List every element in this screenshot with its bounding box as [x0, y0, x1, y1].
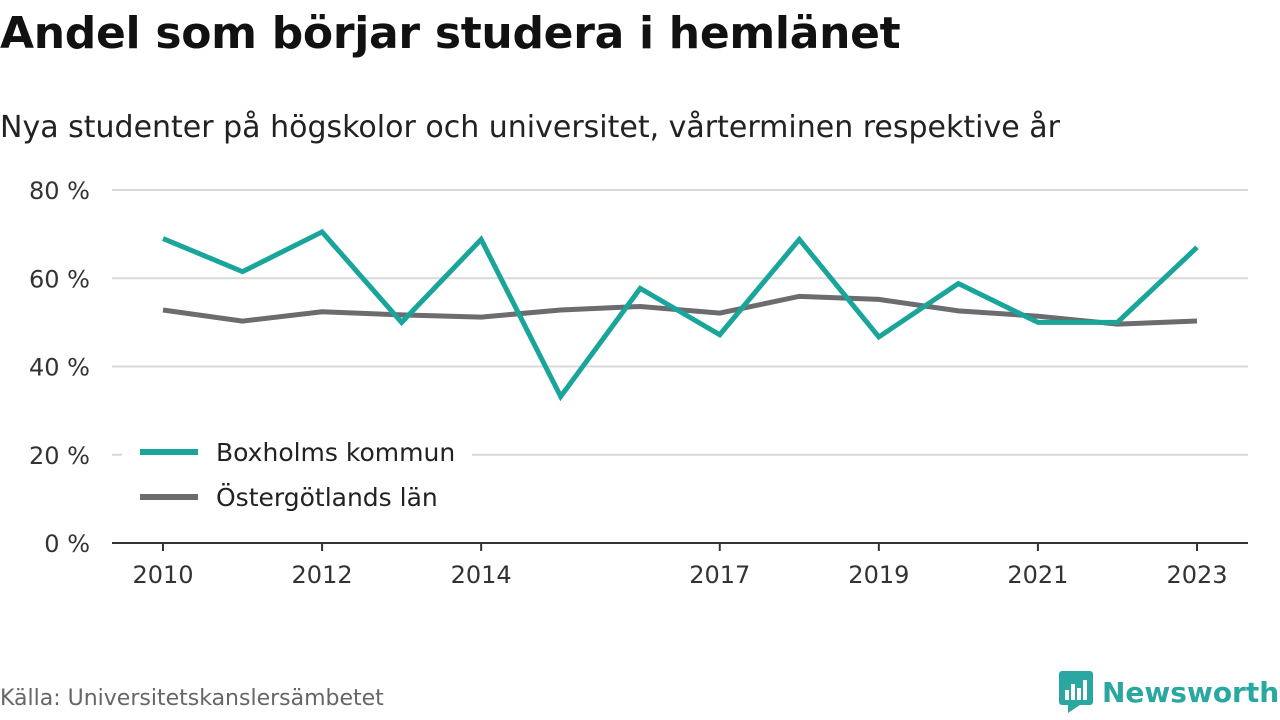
legend-label: Östergötlands län: [216, 483, 438, 512]
source-note: Källa: Universitetskanslersämbetet: [0, 686, 384, 711]
y-axis-tick-labels: 0 % 20 % 40 % 60 % 80 %: [29, 177, 90, 558]
y-tick-label: 80 %: [29, 177, 90, 205]
x-tick-label: 2017: [689, 561, 750, 589]
y-tick-label: 60 %: [29, 265, 90, 293]
x-tick-label: 2021: [1007, 561, 1068, 589]
newsworthy-logo-icon: [1059, 671, 1093, 713]
y-tick-label: 20 %: [29, 442, 90, 470]
legend: Boxholms kommun Östergötlands län: [122, 430, 472, 526]
y-tick-label: 0 %: [44, 530, 90, 558]
x-axis: 2010 2012 2014 2017 2019 2021 2023: [112, 542, 1248, 589]
legend-background: [122, 430, 472, 526]
y-tick-label: 40 %: [29, 354, 90, 382]
x-tick-label: 2023: [1166, 561, 1227, 589]
chart-title: Andel som börjar studera i hemlänet: [0, 8, 901, 59]
brand-logo: Newsworthy: [1058, 670, 1280, 714]
x-tick-label: 2019: [848, 561, 909, 589]
series-lines: [162, 228, 1199, 402]
x-tick-label: 2010: [132, 561, 193, 589]
legend-label: Boxholms kommun: [216, 438, 455, 467]
series-line-boxholms-kommun: [162, 228, 1199, 402]
x-tick-label: 2014: [451, 561, 512, 589]
brand-name: Newsworthy: [1102, 675, 1280, 709]
x-tick-label: 2012: [292, 561, 353, 589]
chart-subtitle: Nya studenter på högskolor och universit…: [0, 110, 1060, 145]
